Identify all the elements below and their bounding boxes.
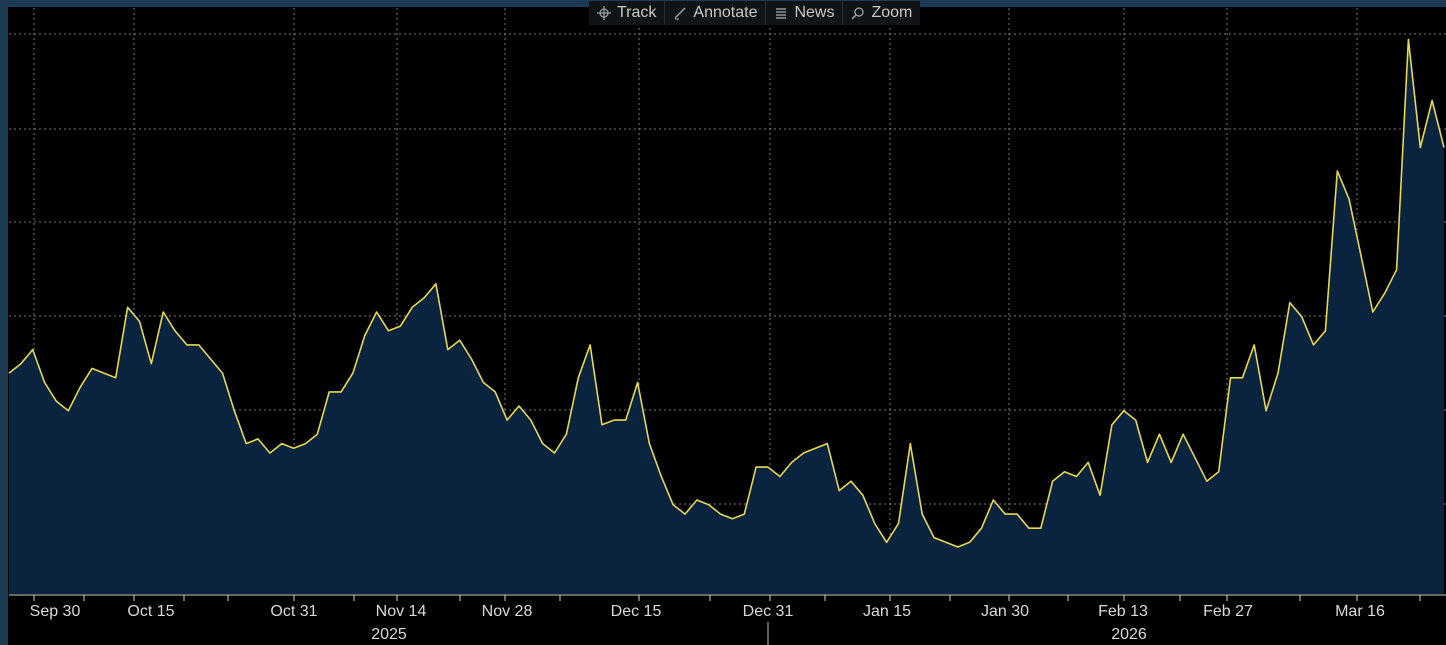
- annotate-label: Annotate: [693, 4, 758, 21]
- x-tick-label: Nov 28: [482, 603, 533, 620]
- year-label: 2026: [1111, 626, 1147, 643]
- crosshair-icon: [597, 6, 611, 20]
- zoom-label: Zoom: [871, 4, 913, 21]
- news-button[interactable]: News: [766, 1, 844, 25]
- x-tick-label: Oct 15: [127, 603, 174, 620]
- x-tick-label: Jan 30: [981, 603, 1029, 620]
- series-line: [8, 38, 1445, 548]
- magnifier-icon: [851, 7, 865, 20]
- year-label: 2025: [371, 626, 407, 643]
- series-line-layer: [8, 38, 1445, 548]
- x-tick-label: Sep 30: [30, 603, 81, 620]
- track-label: Track: [617, 4, 657, 21]
- x-tick-label: Feb 27: [1203, 603, 1253, 620]
- x-tick-label: Oct 31: [270, 603, 317, 620]
- x-axis: Sep 30 Oct 15 Oct 31 Nov 14 Nov 28 Dec 15 Dec …: [9, 594, 1446, 645]
- x-tick-label: Mar 16: [1335, 603, 1385, 620]
- x-tick-label: Dec 31: [743, 603, 794, 620]
- news-icon: [776, 8, 787, 19]
- series-area-layer: [9, 39, 1444, 594]
- x-tick-label: Nov 14: [376, 603, 427, 620]
- news-label: News: [794, 4, 835, 21]
- chart-toolbar: Track Annotate News Zoom: [589, 1, 921, 25]
- x-tick-label: Dec 15: [611, 603, 662, 620]
- frame-border-left: [0, 0, 8, 645]
- zoom-button[interactable]: Zoom: [843, 1, 920, 25]
- annotate-button[interactable]: Annotate: [665, 1, 767, 25]
- x-tick-label: Jan 15: [863, 603, 911, 620]
- series-area: [9, 39, 1444, 594]
- pencil-icon: [674, 7, 686, 20]
- x-tick-label: Feb 13: [1098, 603, 1148, 620]
- track-button[interactable]: Track: [589, 1, 666, 25]
